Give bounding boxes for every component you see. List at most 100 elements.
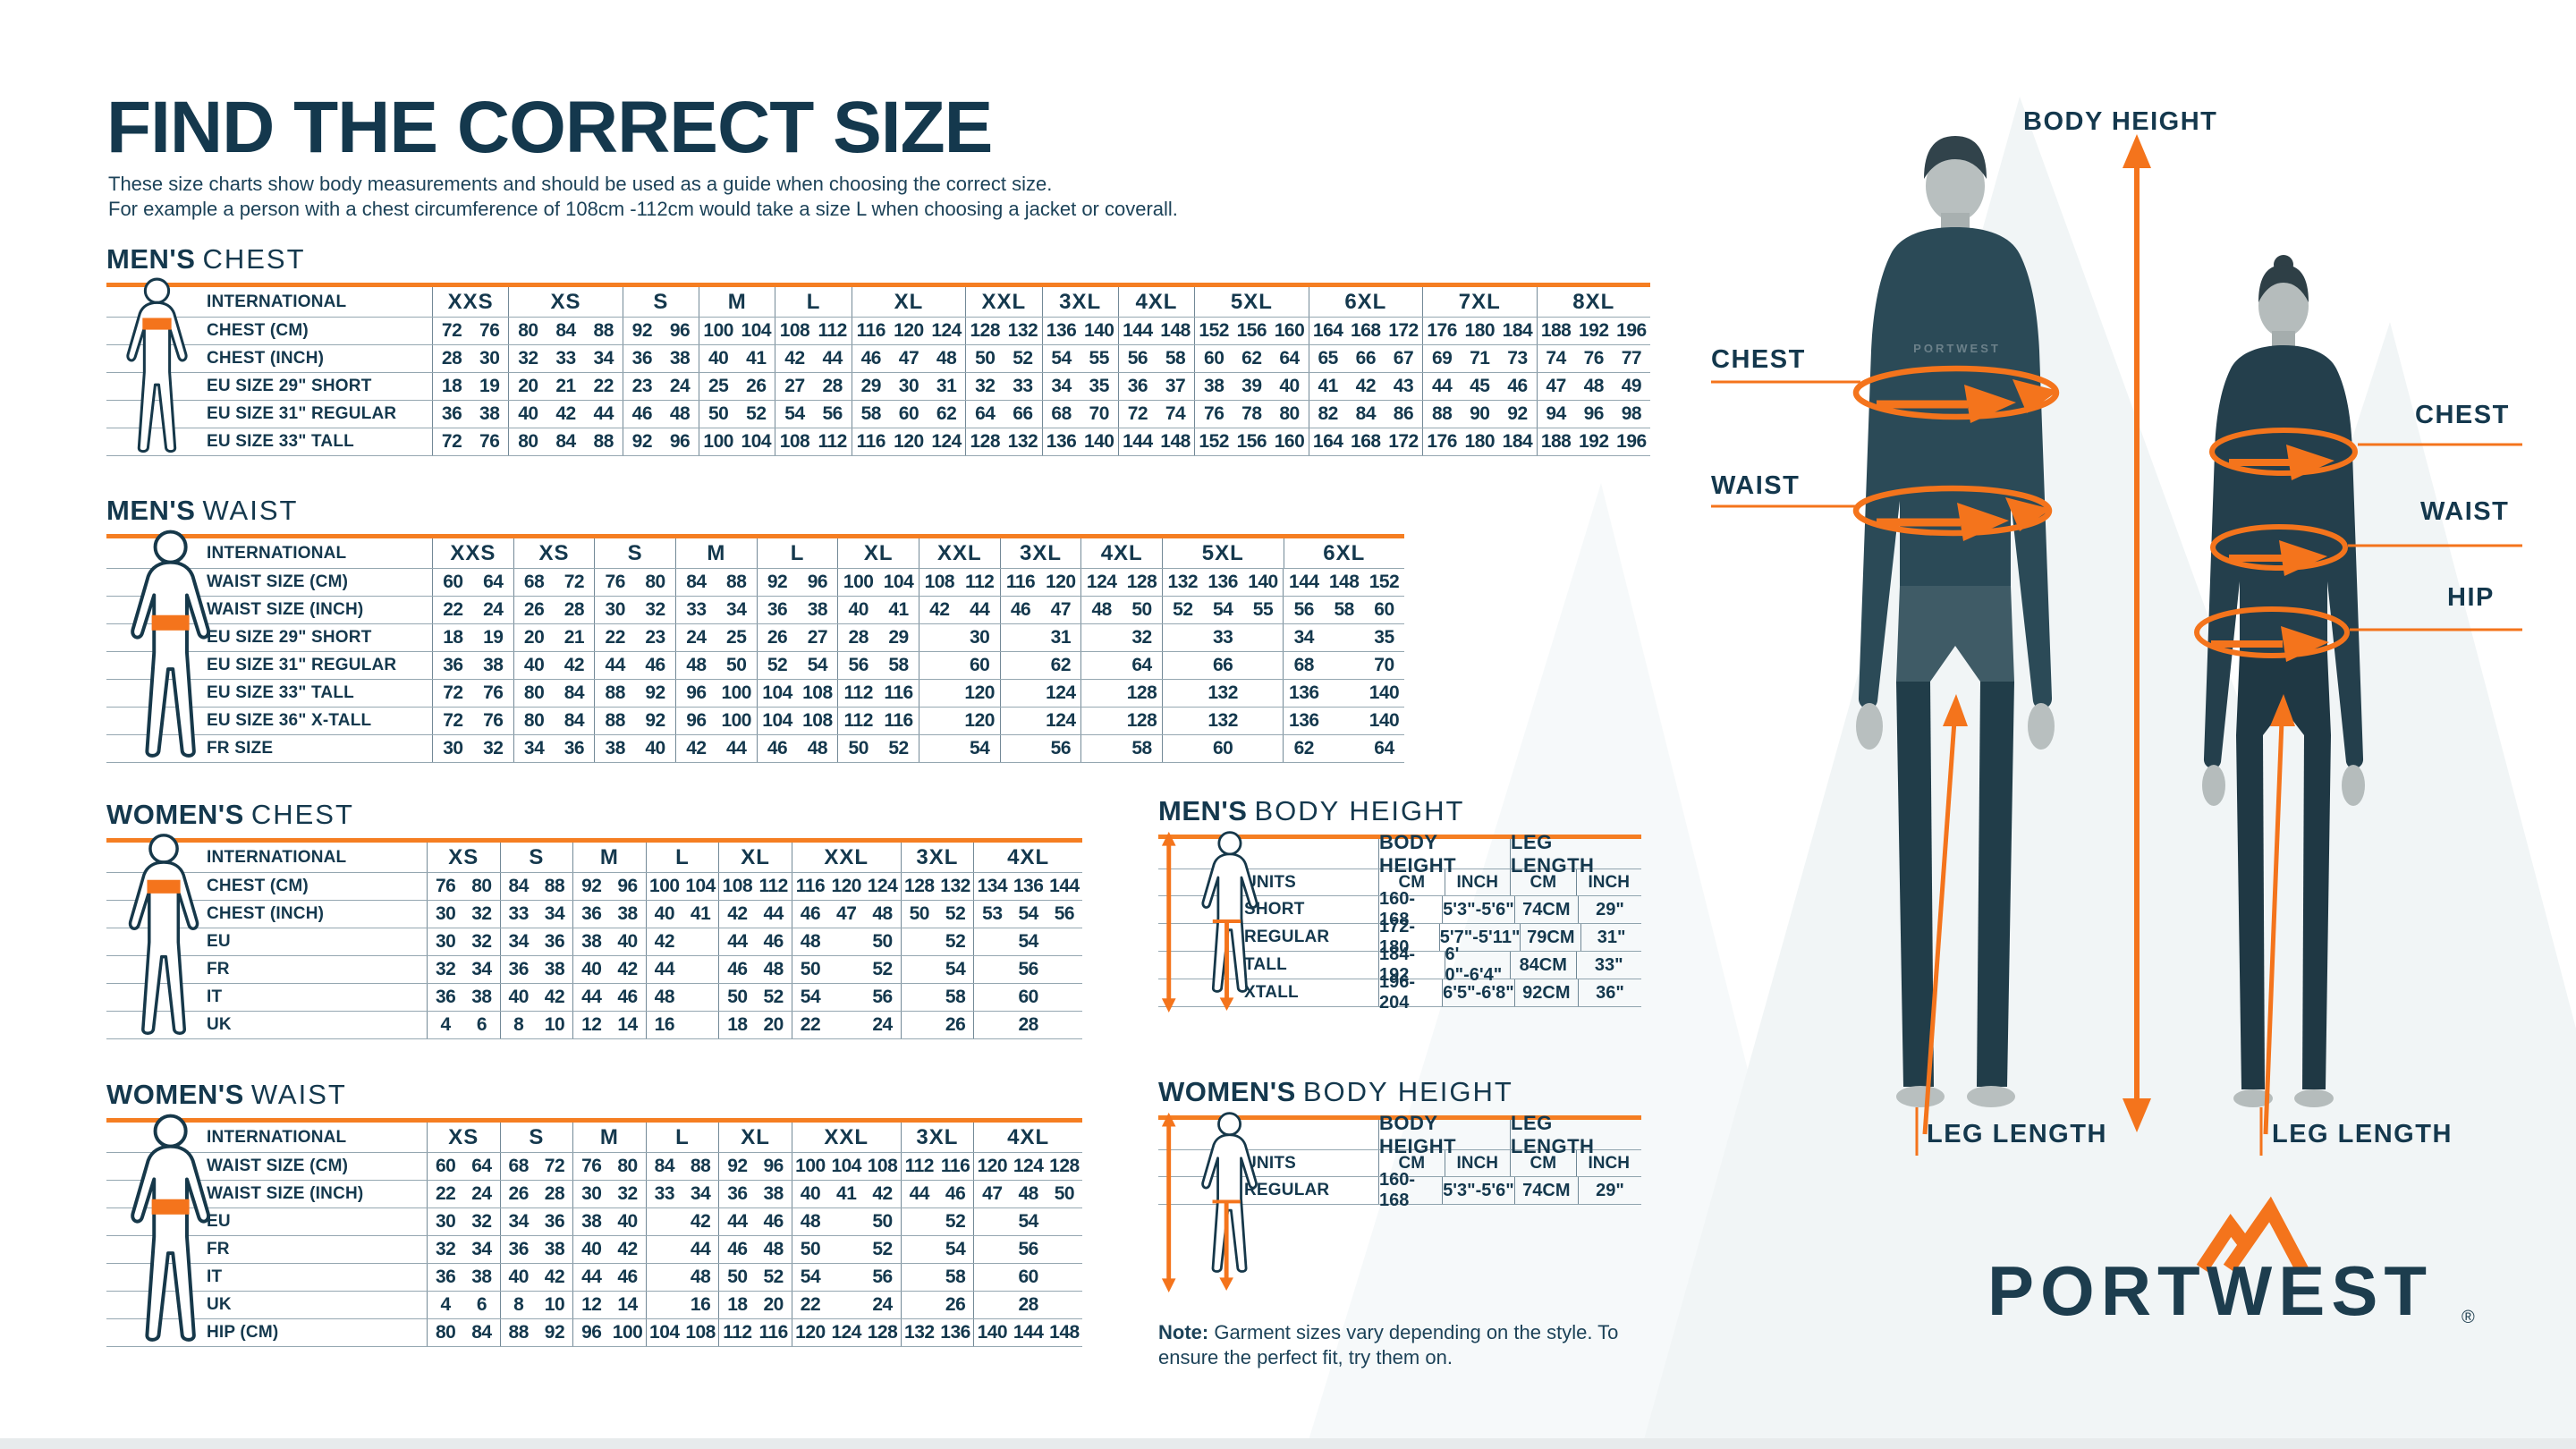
value-cell: [999, 735, 1041, 762]
row-label: EU SIZE 36" X-TALL: [207, 711, 372, 730]
value-cell: 104: [756, 680, 798, 707]
value-cell: 56: [837, 652, 878, 679]
value-cell: 52: [872, 1239, 893, 1259]
value-cell: 104: [741, 320, 772, 341]
size-group-label: M: [675, 538, 757, 568]
value-cell: 29": [1577, 896, 1641, 923]
value-cell: 136: [1041, 318, 1080, 344]
value-cell: 46: [763, 1211, 784, 1232]
value-cell: 144: [1117, 428, 1157, 455]
value-cell: 104: [741, 431, 772, 452]
section-heading: WOMEN'S CHEST: [106, 799, 354, 831]
row-label: IT: [207, 987, 223, 1006]
value-cell: 188: [1536, 318, 1575, 344]
value-cell: [1080, 652, 1122, 679]
value-cell: 34: [726, 599, 747, 620]
size-group-label: 3XL: [900, 1123, 974, 1152]
figure-spacer: [106, 1208, 207, 1235]
value-cell: 48: [791, 928, 828, 955]
row-label: UK: [207, 1015, 232, 1034]
value-cell: 32: [483, 738, 504, 758]
value-cell: 100: [791, 1153, 828, 1180]
value-cell: 116: [940, 1156, 970, 1176]
value-cell: 124: [867, 876, 898, 896]
value-cell: 49: [1621, 376, 1642, 396]
value-cell: 54: [791, 1264, 828, 1291]
section-heading-bold: MEN'S: [106, 243, 196, 275]
value-cell: 52: [756, 652, 798, 679]
value-cell: 44: [970, 599, 990, 620]
value-cell: 112: [818, 320, 847, 341]
value-cell: 98: [1621, 403, 1642, 424]
value-cell: 77: [1621, 348, 1642, 369]
value-cell: [900, 1208, 937, 1235]
value-cell: 60: [427, 1153, 463, 1180]
value-cell: 46: [945, 1183, 966, 1204]
value-cell: 76: [572, 1153, 609, 1180]
value-cell: 116: [791, 873, 828, 900]
size-group-label: XXL: [965, 287, 1041, 317]
value-cell: 33: [674, 597, 716, 623]
value-cell: 12: [572, 1012, 609, 1038]
value-cell: 5'3"-5'6": [1442, 1177, 1514, 1204]
row-label: SHORT: [1244, 900, 1305, 919]
row-values: 18 19 20 21 22 23 24 25 26 27 28 29 30 31 32 33 34 35 36 37…: [432, 373, 1650, 400]
value-cell: 34: [471, 1239, 492, 1259]
value-cell: 40: [499, 984, 537, 1011]
value-cell: 120: [831, 876, 861, 896]
value-cell: 48: [872, 903, 893, 924]
value-cell: 42: [872, 1183, 893, 1204]
section-heading-light: BODY HEIGHT: [1254, 795, 1465, 826]
logo-wordmark: PORTWEST: [1987, 1251, 2433, 1330]
value-cell: 112: [964, 572, 995, 592]
value-cell: 188: [1536, 428, 1575, 455]
value-cell: 48: [645, 984, 682, 1011]
value-cell: 164: [1308, 318, 1347, 344]
section-heading-bold: MEN'S: [106, 495, 196, 526]
table-row: IT 36 38 40 42 44 46 48 50 52 54 56 58 60: [106, 1264, 1082, 1292]
value-cell: [1080, 708, 1122, 734]
value-cell: 112: [837, 708, 878, 734]
row-label-spacer: [1244, 839, 1378, 869]
table-row: WAIST SIZE (INCH) 22 24 26 28 30 32 33 34 36 38 40 4…: [106, 1181, 1082, 1208]
value-cell: 72: [432, 708, 473, 734]
value-cell: 60: [1212, 738, 1233, 758]
table-mens_body: BODY HEIGHT LEG LENGTH UNITS CM INCH CM INCH SH…: [1158, 831, 1641, 1013]
value-cell: 96: [763, 1156, 784, 1176]
value-cell: 64: [1279, 348, 1300, 369]
value-cell: [900, 1012, 937, 1038]
size-group-label: XL: [718, 1123, 792, 1152]
value-cell: 32: [508, 345, 547, 372]
value-cell: 38: [1194, 373, 1233, 400]
value-cell: 76: [594, 569, 635, 596]
row-values: 72 76 80 84 88 92 96 100 104 108 112 116 120 124 128 13…: [432, 428, 1650, 455]
value-cell: 22: [427, 1181, 463, 1208]
value-cell: 52: [945, 931, 966, 952]
size-group-label: 7XL: [1422, 287, 1536, 317]
value-cell: 136: [1013, 876, 1044, 896]
figure-spacer: [1158, 979, 1244, 1006]
value-cell: 42: [564, 655, 585, 675]
intro-line: These size charts show body measurements…: [108, 173, 1053, 195]
value-cell: 55: [1089, 348, 1110, 369]
row-label: WAIST SIZE (INCH): [207, 1184, 364, 1203]
size-group-label: 4XL: [973, 843, 1082, 872]
value-cell: 196-204: [1378, 972, 1442, 1013]
figure-spacer: [1158, 924, 1244, 951]
measurement-arrows: [1711, 134, 2522, 1156]
table-group-header-row: BODY HEIGHT LEG LENGTH: [1158, 1112, 1641, 1157]
male-figure: [1856, 136, 2055, 1107]
value-cell: 140: [973, 1319, 1010, 1346]
figure-spacer: [106, 538, 207, 568]
logo-mountain-icon: [2196, 1196, 2309, 1274]
value-cell: 40: [1279, 376, 1300, 396]
table-units-row: UNITS CM INCH CM INCH: [1158, 1150, 1641, 1177]
value-cell: 88: [1422, 401, 1461, 428]
units-label: UNITS: [1244, 1153, 1296, 1173]
value-cell: 76: [483, 682, 504, 703]
intro-line: For example a person with a chest circum…: [108, 198, 1178, 220]
value-cell: 76: [427, 873, 463, 900]
table-header-row: INTERNATIONAL XS S M L XL XXL 3XL 4XL: [106, 1123, 1082, 1153]
value-cell: [682, 928, 718, 955]
row-values: 160-168 5'3"-5'6" 74CM 29": [1378, 1170, 1641, 1210]
